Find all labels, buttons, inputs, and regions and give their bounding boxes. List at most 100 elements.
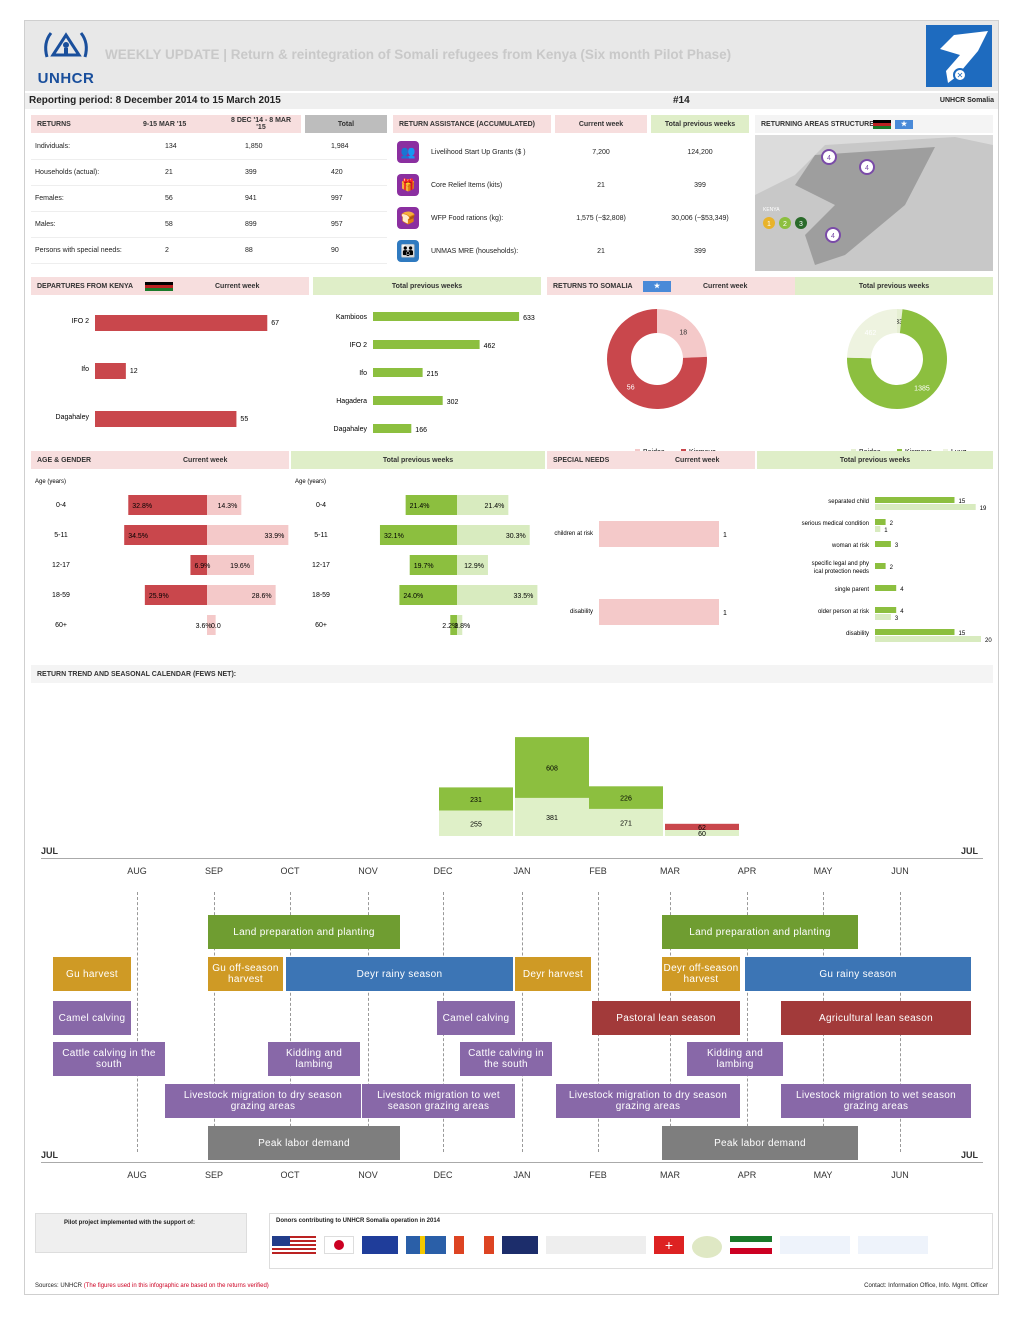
returns-row-current: 2 xyxy=(165,247,169,254)
male-bar xyxy=(409,555,457,575)
sn-prev-bar-b xyxy=(875,504,976,510)
trend-bar-top xyxy=(515,737,589,798)
returns-row-total: 1,984 xyxy=(331,143,349,150)
trend-bar-bottom xyxy=(515,797,589,836)
axis-month: AUG xyxy=(127,866,147,876)
dep-cur-value: 67 xyxy=(271,320,279,327)
donut-slice xyxy=(897,309,903,334)
returns-total-header: Total xyxy=(305,115,387,133)
dep-prev-value: 166 xyxy=(415,427,427,434)
returns-row-total: 90 xyxy=(331,247,339,254)
trend-bar-top xyxy=(665,823,739,830)
female-bar xyxy=(207,555,255,575)
dep-cur-bar xyxy=(95,315,268,331)
sn-prev-value-a: 2 xyxy=(890,521,894,527)
male-bar xyxy=(144,585,207,605)
calendar-title: RETURN TREND AND SEASONAL CALENDAR (FEWS… xyxy=(37,670,237,678)
row-divider xyxy=(31,237,387,238)
returns-row-label: Households (actual): xyxy=(35,169,100,176)
kuwait-flag-icon xyxy=(730,1236,772,1254)
infra-title: RETURNING AREAS STRUCTURE xyxy=(761,120,874,128)
row-divider xyxy=(31,185,387,186)
donut-value: 33 xyxy=(895,319,903,326)
returns-row-previous: 88 xyxy=(245,247,253,254)
season-bar: Cattle calving in the south xyxy=(53,1042,165,1076)
trend-value-top: 62 xyxy=(698,825,706,832)
sn-cur-label: children at risk xyxy=(554,531,594,537)
donut-slice xyxy=(847,309,897,359)
assistance-row-current: 1,575 (~$2,808) xyxy=(576,215,626,222)
calendar-header: RETURN TREND AND SEASONAL CALENDAR (FEWS… xyxy=(31,665,993,683)
special-needs-previous-chart: separated child 15 19 serious medical condi… xyxy=(802,497,992,644)
month-gridline xyxy=(368,892,369,1152)
dep-prev-bar xyxy=(373,424,412,433)
returns-title: RETURNS xyxy=(37,120,71,128)
departures-prev-header: Total previous weeks xyxy=(313,277,541,295)
month-gridline xyxy=(522,892,523,1152)
dep-prev-bar xyxy=(373,312,520,321)
female-pct: 21.4% xyxy=(485,503,505,510)
age-gender-prev-header: Total previous weeks xyxy=(291,451,545,469)
season-bar: Agricultural lean season xyxy=(781,1001,971,1035)
sn-prev-label: older person at risk xyxy=(818,609,870,615)
axis-month: OCT xyxy=(280,866,300,876)
assistance-col1-label: Current week xyxy=(578,120,624,128)
season-bar: Gu harvest xyxy=(53,957,131,991)
returns-row-current: 134 xyxy=(165,143,177,150)
male-pct: 24.0% xyxy=(403,593,423,600)
pilot-support-label: Pilot project implemented with the suppo… xyxy=(64,1220,196,1226)
sn-cur-label: disability xyxy=(570,609,593,615)
season-bar: Deyr off-season harvest xyxy=(662,957,740,991)
usa-flag-icon xyxy=(272,1236,316,1254)
assistance-col2: Total previous weeks xyxy=(651,115,749,133)
axis-month: SEP xyxy=(204,866,223,876)
sn-prev-label: serious medical condition xyxy=(802,521,869,527)
map-label-3: 1 xyxy=(767,221,771,228)
row-divider xyxy=(31,211,387,212)
axis-month: JUN xyxy=(891,1170,909,1180)
returns-row-previous: 941 xyxy=(245,195,257,202)
female-bar xyxy=(207,585,276,605)
female-bar xyxy=(457,495,509,515)
sn-prev-label: ical protection needs xyxy=(814,569,869,575)
trend-value-bottom: 381 xyxy=(546,815,558,822)
month-gridline xyxy=(290,892,291,1152)
axis-jul-right: JUL xyxy=(961,846,979,856)
trend-value-bottom: 60 xyxy=(698,831,706,838)
returns-somalia-prev-header: Total previous weeks xyxy=(795,277,993,295)
office-name: UNHCR Somalia xyxy=(939,97,994,104)
sn-prev-label: woman at risk xyxy=(831,543,870,549)
axis-month: AUG xyxy=(127,1170,147,1180)
somalia-flag-icon: ★ xyxy=(895,120,913,129)
donut-slice xyxy=(657,309,707,358)
infra-map: 4 4 4 1 2 3 KENYA xyxy=(755,135,993,271)
donut-value: 56 xyxy=(627,384,635,391)
dep-prev-label: Dagahaley xyxy=(334,426,368,433)
female-bar xyxy=(457,555,488,575)
uk-flag-icon xyxy=(502,1236,538,1254)
special-needs-prev-label: Total previous weeks xyxy=(839,456,911,464)
donut-value: 1385 xyxy=(914,386,930,393)
sn-prev-bar-a xyxy=(875,563,886,569)
assistance-col1: Current week xyxy=(555,115,647,133)
season-bar: Livestock migration to wet season grazin… xyxy=(781,1084,971,1118)
male-pct: 6.9% xyxy=(194,563,210,570)
age-gender-header: AGE & GENDER Current week xyxy=(31,451,289,469)
trend-value-top: 608 xyxy=(546,766,558,773)
sn-cur-bar xyxy=(599,521,719,547)
season-bar: Deyr harvest xyxy=(515,957,591,991)
returns-row-label: Males: xyxy=(35,221,56,228)
axis-month: NOV xyxy=(358,866,378,876)
season-bar: Gu off-season harvest xyxy=(208,957,283,991)
eu-flag-icon xyxy=(362,1236,398,1254)
returns-header: RETURNS 9-15 MAR '15 8 DEC '14 - 8 MAR '… xyxy=(31,115,301,133)
donors-box: Donors contributing to UNHCR Somalia ope… xyxy=(269,1213,993,1269)
saudi-logo xyxy=(546,1236,646,1254)
male-pct: 32.8% xyxy=(132,503,152,510)
assistance-row-previous: 399 xyxy=(694,182,706,189)
map-region-kenya: KENYA xyxy=(763,207,780,213)
contact-info: Contact: Information Office, Info. Mgmt.… xyxy=(864,1283,988,1289)
dep-cur-value: 12 xyxy=(130,368,138,375)
donor-flags: + xyxy=(272,1236,928,1258)
season-bar: Livestock migration to dry season grazin… xyxy=(556,1084,740,1118)
